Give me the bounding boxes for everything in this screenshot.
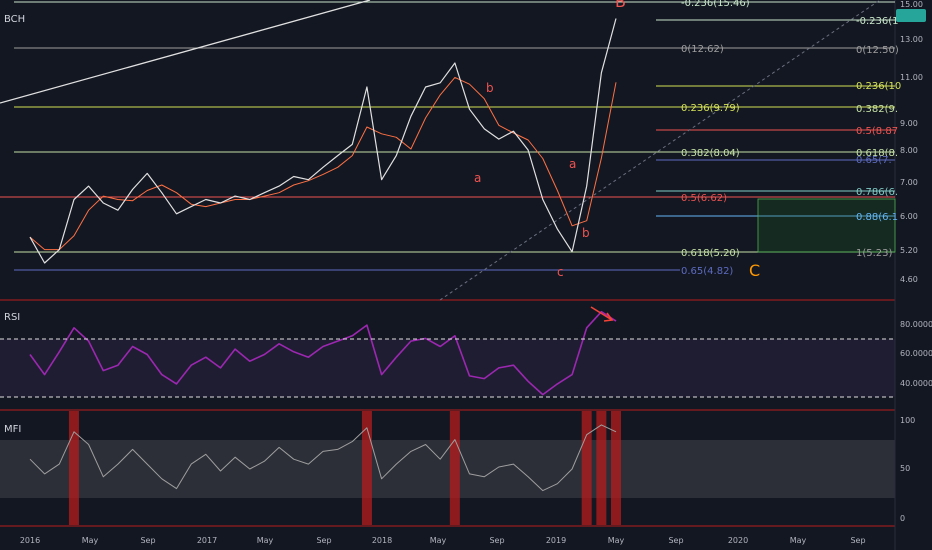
rsi-series-line xyxy=(29,310,617,396)
fib-left-label: 0.236(9.79) xyxy=(681,103,740,114)
price-moving-average-line xyxy=(29,76,617,251)
x-axis-tick-label: 2017 xyxy=(197,536,217,545)
price-axis-tick-label: 11.00 xyxy=(900,73,923,82)
price-axis-tick-label: 4.60 xyxy=(900,275,918,284)
x-axis-tick-label: 2016 xyxy=(20,536,40,545)
mfi-overbought-bar xyxy=(449,411,460,525)
x-axis-tick-label: May xyxy=(257,536,274,545)
wave-label: b xyxy=(486,81,494,95)
x-axis-tick-label: Sep xyxy=(140,536,155,545)
last-price-badge-bg xyxy=(896,9,926,22)
fib-left-label: 0.618(5.20) xyxy=(681,248,740,259)
fib-left-label: 0.5(6.62) xyxy=(681,193,727,204)
mfi-overbought-bar xyxy=(361,411,372,525)
price-pane-bg xyxy=(0,0,895,300)
rsi-axis-tick-label: 80.0000 xyxy=(900,320,932,329)
price-axis-tick-label: 7.00 xyxy=(900,178,918,187)
wave-label: b xyxy=(582,226,590,240)
x-axis-tick-label: 2018 xyxy=(372,536,392,545)
fib-right-label: 1(5.23) xyxy=(856,248,893,259)
x-axis-tick-label: May xyxy=(790,536,807,545)
price-axis-tick-label: 6.00 xyxy=(900,212,918,221)
fib-right-label: 0.65(7. xyxy=(856,155,892,166)
rsi-band xyxy=(0,339,895,397)
fib-right-label: 0.236(10 xyxy=(856,81,901,92)
price-axis-tick-label: 15.00 xyxy=(900,0,923,9)
x-axis-tick-label: 2019 xyxy=(546,536,566,545)
price-axis-tick-label: 13.00 xyxy=(900,35,923,44)
wave-label: a xyxy=(569,157,576,171)
x-axis-tick-label: Sep xyxy=(850,536,865,545)
wave-label: B xyxy=(615,0,626,11)
target-zone xyxy=(757,198,896,253)
mfi-overbought-bar xyxy=(596,411,607,525)
fib-right-label: -0.236(1 xyxy=(856,16,899,27)
fib-right-label: 0(12.50) xyxy=(856,45,899,56)
fib-left-label: -0.236(15.46) xyxy=(681,0,750,9)
fib-right-label: 0.88(6.1 xyxy=(856,212,898,223)
x-axis-tick-label: May xyxy=(430,536,447,545)
rsi-axis-tick-label: 60.0000 xyxy=(900,349,932,358)
mfi-overbought-bar xyxy=(581,411,592,525)
x-axis-tick-label: May xyxy=(82,536,99,545)
x-axis-tick-label: 2020 xyxy=(728,536,748,545)
x-axis-tick-label: Sep xyxy=(489,536,504,545)
fib-left-lines xyxy=(0,1,895,271)
wave-label: C xyxy=(749,261,760,280)
trend-line xyxy=(0,0,371,104)
projection-dashed-line xyxy=(439,0,881,301)
price-pane-title: BCH xyxy=(4,14,25,25)
fib-left-label: 0.65(4.82) xyxy=(681,266,733,277)
mfi-pane-title: MFI xyxy=(4,424,21,435)
wave-label: a xyxy=(474,171,481,185)
mfi-axis-tick-label: 50 xyxy=(900,464,910,473)
mfi-axis-tick-label: 100 xyxy=(900,416,915,425)
rsi-axis-tick-label: 40.0000 xyxy=(900,379,932,388)
mfi-axis-tick-label: 0 xyxy=(900,514,905,523)
rsi-pane-title: RSI xyxy=(4,312,20,323)
x-axis-tick-label: Sep xyxy=(316,536,331,545)
fib-right-label: 0.5(8.87 xyxy=(856,126,898,137)
x-axis-tick-label: May xyxy=(608,536,625,545)
price-axis-tick-label: 9.00 xyxy=(900,119,918,128)
mfi-overbought-bar xyxy=(68,411,79,525)
x-axis-tick-label: Sep xyxy=(668,536,683,545)
price-axis-tick-label: 8.00 xyxy=(900,146,918,155)
fib-left-label: 0.382(8.04) xyxy=(681,148,740,159)
price-axis-tick-label: 5.20 xyxy=(900,246,918,255)
fib-right-label: 0.618(8. xyxy=(856,148,898,159)
wave-label: c xyxy=(557,265,564,279)
fib-right-lines xyxy=(656,19,895,217)
fib-right-label: 0.786(6. xyxy=(856,187,898,198)
fib-right-label: 0.382(9. xyxy=(856,104,898,115)
price-series-line xyxy=(29,18,617,264)
rsi-arrow-icon xyxy=(590,306,614,322)
fib-left-label: 0(12.62) xyxy=(681,44,724,55)
mfi-series-line xyxy=(29,424,617,492)
mfi-overbought-bar xyxy=(611,411,621,525)
